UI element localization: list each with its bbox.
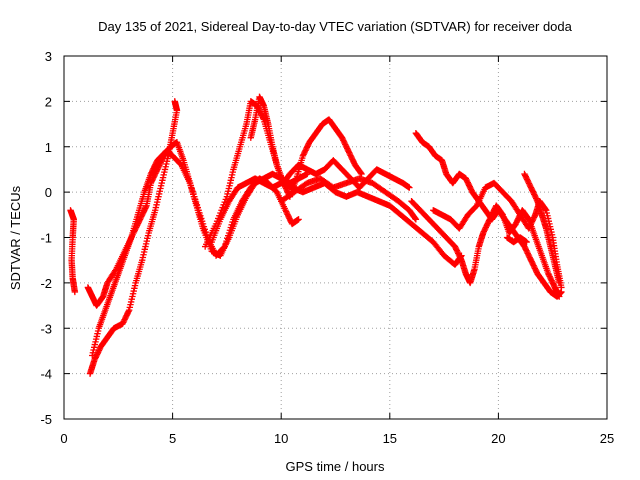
- data-point: [556, 279, 563, 287]
- series-trace-13: [503, 234, 530, 246]
- data-point: [171, 98, 178, 105]
- y-tick-label: 2: [45, 94, 52, 109]
- chart-title: Day 135 of 2021, Sidereal Day-to-day VTE…: [98, 19, 573, 34]
- x-axis-label: GPS time / hours: [286, 459, 385, 474]
- x-tick-label: 20: [491, 431, 505, 446]
- data-point: [406, 184, 413, 191]
- data-point: [412, 215, 419, 222]
- x-tick-label: 10: [274, 431, 288, 446]
- series-trace-8: [278, 175, 420, 223]
- grid-lines: [64, 56, 607, 419]
- series-trace-11: [430, 179, 565, 291]
- data-point: [125, 308, 132, 315]
- x-tick-label: 5: [169, 431, 176, 446]
- series-trace-1: [67, 207, 79, 296]
- y-tick-label: -4: [40, 367, 52, 382]
- y-tick-label: 0: [45, 185, 52, 200]
- data-point: [556, 293, 563, 300]
- series-trace-7: [208, 175, 465, 268]
- axis-ticks: [63, 55, 608, 420]
- y-tick-label: -5: [40, 412, 52, 427]
- data-point: [358, 170, 365, 178]
- data-point: [523, 238, 530, 246]
- x-tick-labels: 0 5 10 15 20 25: [60, 431, 614, 446]
- series-trace-12: [521, 170, 563, 287]
- data-point: [295, 216, 302, 223]
- y-tick-label: -3: [40, 321, 52, 336]
- data-point: [542, 206, 549, 213]
- y-tick-label: 1: [45, 140, 52, 155]
- x-tick-label: 0: [60, 431, 67, 446]
- data-point: [71, 288, 79, 296]
- x-tick-label: 15: [383, 431, 397, 446]
- y-tick-label: -1: [40, 231, 52, 246]
- x-tick-label: 25: [600, 431, 614, 446]
- data-point: [558, 284, 565, 291]
- y-tick-label: 3: [45, 49, 52, 64]
- y-tick-label: -2: [40, 276, 52, 291]
- data-points: [67, 93, 565, 377]
- data-point: [412, 216, 420, 223]
- data-point: [142, 203, 150, 211]
- y-axis-label: SDTVAR / TECUs: [8, 185, 23, 290]
- series-trace-10: [408, 198, 563, 300]
- series-trace-6: [247, 93, 413, 191]
- data-point: [357, 169, 365, 177]
- y-tick-labels: -5 -4 -3 -2 -1 0 1 2 3: [40, 49, 52, 427]
- series-trace-5: [201, 98, 365, 250]
- plot-frame: [63, 55, 608, 420]
